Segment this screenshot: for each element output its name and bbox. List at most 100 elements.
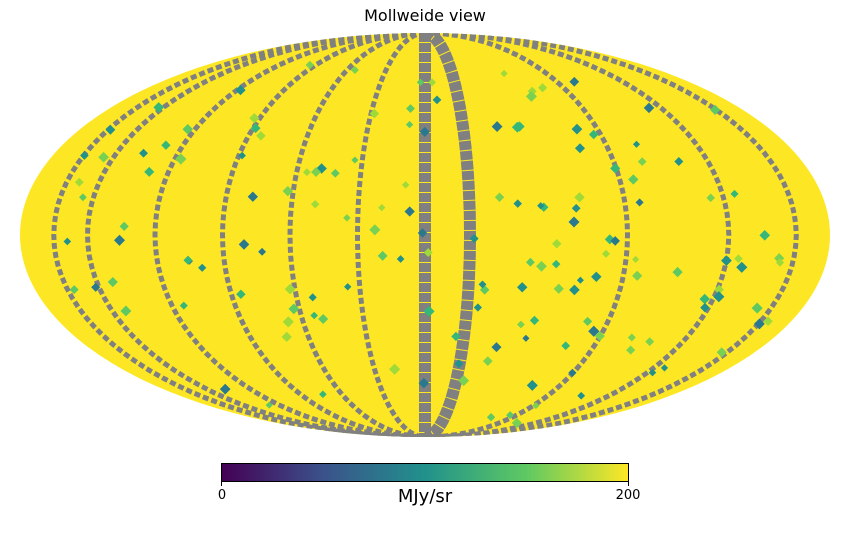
pixel-spot [775, 258, 785, 267]
pixel-spot [536, 260, 547, 272]
masked-band [84, 33, 426, 437]
pixel-spot [139, 148, 148, 158]
pixel-spot [451, 331, 461, 342]
pixel-spot [405, 120, 414, 129]
pixel-spot [310, 200, 320, 209]
pixel-spot [318, 313, 329, 325]
pixel-spot [699, 293, 710, 305]
pixel-spot [478, 280, 487, 289]
pixel-spot [80, 151, 89, 160]
pixel-spot [396, 255, 405, 263]
masked-band [424, 33, 799, 437]
masked-band [152, 33, 426, 437]
pixel-spot [583, 316, 593, 327]
masked-band [424, 33, 631, 437]
pixel-spot [161, 140, 171, 150]
pixel-spot [144, 166, 155, 177]
pixel-spot [576, 276, 584, 284]
pixel-spots [63, 60, 785, 429]
masked-band [424, 33, 477, 437]
pixel-spot [551, 259, 561, 269]
pixel-spot [594, 331, 605, 341]
masked-band [219, 33, 426, 437]
pixel-spot [369, 224, 381, 236]
pixel-spot [377, 250, 388, 261]
pixel-spot [282, 185, 294, 197]
pixel-spot [491, 342, 502, 353]
colorbar-unit: MJy/sr [397, 486, 453, 507]
pixel-spot [473, 303, 483, 312]
pixel-spot [238, 239, 250, 250]
pixel-spot [311, 167, 321, 177]
masked-bands [51, 33, 799, 437]
colorbar-min-label: 0 [217, 488, 227, 503]
map-title: Mollweide view [364, 6, 486, 25]
pixel-spot [378, 204, 386, 212]
pixel-spot [553, 283, 564, 294]
pixel-spot [736, 261, 748, 273]
pixel-spot [469, 234, 479, 244]
pixel-spot [713, 291, 725, 303]
pixel-spot [120, 305, 132, 317]
pixel-spot [759, 229, 771, 241]
pixel-spot [632, 270, 643, 281]
pixel-spot [351, 156, 359, 164]
pixel-spot [643, 102, 655, 114]
pixel-spot [486, 413, 496, 422]
pixel-spot [627, 333, 636, 342]
pixel-spot [219, 383, 231, 395]
pixel-spot [532, 401, 540, 410]
pixel-spot [344, 283, 352, 291]
pixel-spot [288, 303, 300, 315]
pixel-spot [569, 284, 580, 296]
pixel-spot [113, 234, 126, 246]
pixel-spot [419, 126, 430, 137]
colorbar-max-label: 200 [615, 488, 641, 503]
pixel-spot [588, 129, 599, 140]
pixel-spot [529, 315, 540, 326]
pixel-spot [494, 192, 505, 203]
pixel-spot [183, 255, 193, 265]
pixel-spot [249, 113, 260, 124]
colorbar [221, 463, 629, 482]
pixel-spot [513, 199, 522, 208]
pixel-spot [577, 391, 586, 400]
pixel-spot [265, 401, 273, 409]
pixel-spot [628, 174, 639, 185]
pixel-spot [302, 168, 311, 177]
masked-band [287, 33, 426, 437]
pixel-spot [574, 143, 586, 154]
pixel-spot [236, 289, 246, 300]
pixel-spot [610, 236, 621, 246]
masked-band [424, 33, 732, 437]
pixel-spot [458, 375, 470, 387]
pixel-spot [417, 228, 428, 238]
pixel-spot [537, 202, 545, 210]
pixel-spot [763, 316, 773, 327]
pixel-spot [235, 84, 246, 96]
pixel-spot [74, 177, 84, 187]
pixel-spot [179, 301, 188, 310]
pixel-spot [175, 153, 187, 165]
pixel-spot [660, 364, 669, 372]
pixel-spot [700, 302, 710, 313]
pixel-spot [416, 78, 425, 86]
pixel-spot [506, 411, 515, 420]
pixel-spot [282, 316, 294, 328]
pixel-spot [517, 320, 525, 329]
pixel-spot [526, 379, 538, 391]
colorbar-tick-min [221, 482, 222, 486]
pixel-spot [418, 377, 430, 389]
pixel-spot [389, 363, 401, 375]
pixel-spot [319, 390, 327, 399]
pixel-spot [706, 193, 716, 203]
pixel-spot [247, 191, 258, 202]
pixel-spot [404, 206, 415, 217]
pixel-spot [305, 60, 315, 70]
pixel-spot [522, 334, 530, 342]
pixel-spot [308, 293, 317, 302]
colorbar-tick-max [628, 482, 629, 486]
pixel-spot [258, 247, 267, 256]
pixel-spot [632, 140, 641, 148]
mollweide-map [20, 33, 830, 437]
